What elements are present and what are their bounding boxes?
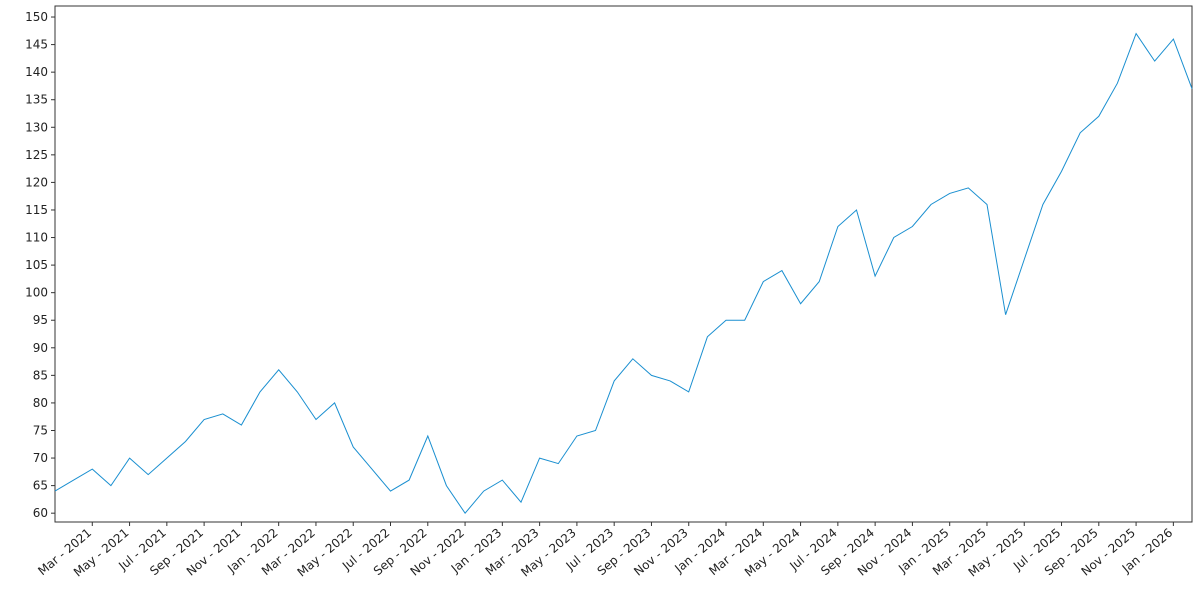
y-tick-label: 95 <box>33 313 48 327</box>
y-tick-label: 60 <box>33 506 48 520</box>
y-tick-label: 75 <box>33 423 48 437</box>
y-tick-label: 130 <box>25 120 48 134</box>
y-tick-label: 145 <box>25 38 48 52</box>
line-series <box>54 32 1193 515</box>
y-tick-label: 125 <box>25 148 48 162</box>
y-tick-label: 85 <box>33 368 48 382</box>
y-tick-label: 150 <box>25 10 48 24</box>
y-tick-label: 105 <box>25 258 48 272</box>
y-tick-label: 90 <box>33 341 48 355</box>
y-tick-label: 120 <box>25 175 48 189</box>
y-tick-label: 115 <box>25 203 48 217</box>
y-tick-label: 65 <box>33 479 48 493</box>
y-tick-label: 100 <box>25 286 48 300</box>
y-tick-label: 70 <box>33 451 48 465</box>
y-tick-label: 80 <box>33 396 48 410</box>
y-tick-label: 110 <box>25 231 48 245</box>
y-tick-label: 135 <box>25 93 48 107</box>
y-tick-label: 140 <box>25 65 48 79</box>
plot-frame <box>54 5 1193 523</box>
